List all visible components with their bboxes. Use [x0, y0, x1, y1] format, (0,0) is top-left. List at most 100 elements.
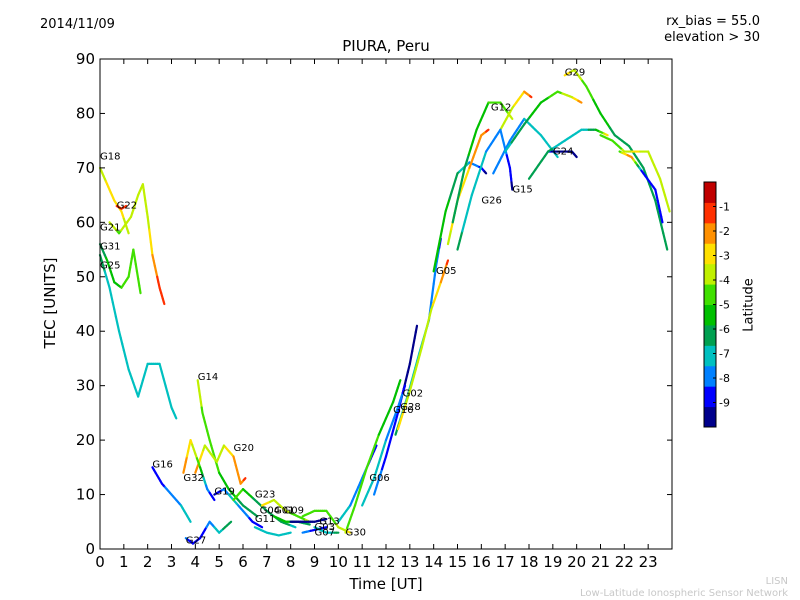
- series-point: [116, 322, 121, 333]
- series-g28: [372, 324, 419, 496]
- series-point: [398, 415, 403, 424]
- series-g14: [196, 379, 259, 518]
- x-tick-label: 9: [310, 553, 320, 571]
- y-tick-label: 70: [76, 159, 95, 177]
- series-g23: [232, 488, 297, 529]
- sat-label-g32: G32: [183, 473, 203, 484]
- series-point: [406, 390, 411, 399]
- series-g01: [260, 498, 311, 523]
- series-point: [578, 100, 583, 104]
- series-g07: [313, 526, 340, 534]
- series-point: [457, 184, 462, 197]
- series-g25: [98, 253, 178, 420]
- series-g27: [184, 520, 233, 545]
- series-point: [431, 282, 435, 295]
- series-point: [380, 445, 386, 454]
- series-g32: [182, 439, 216, 502]
- series-point: [227, 520, 233, 525]
- series-point: [454, 172, 459, 181]
- series-point: [452, 178, 457, 188]
- x-tick-label: 8: [286, 553, 296, 571]
- series-point: [444, 203, 449, 213]
- x-tick-label: 1: [119, 553, 129, 571]
- colorbar-tick-label: -5: [719, 299, 730, 312]
- series-point: [432, 260, 437, 273]
- sat-label-g18: G18: [100, 152, 120, 163]
- x-tick-label: 4: [191, 553, 201, 571]
- y-tick-label: 20: [76, 431, 95, 449]
- sat-label-g05: G05: [436, 266, 456, 277]
- date-label: 2014/11/09: [40, 17, 115, 32]
- colorbar-band: [704, 284, 716, 305]
- sat-label-g23: G23: [255, 489, 275, 500]
- sat-label-g12: G12: [491, 103, 511, 114]
- x-tick-label: 23: [639, 553, 658, 571]
- series-point: [347, 530, 352, 534]
- series-point: [442, 210, 447, 223]
- series-point: [448, 191, 453, 200]
- x-tick-label: 3: [167, 553, 177, 571]
- colorbar-band: [704, 345, 716, 367]
- series-point: [509, 115, 514, 120]
- series-g22: [115, 204, 128, 210]
- credit-long: Low-Latitude Ionospheric Sensor Network: [580, 588, 788, 599]
- series-point: [378, 468, 384, 477]
- x-tick-label: 2: [143, 553, 153, 571]
- series-point: [132, 248, 136, 258]
- colorbar-band: [704, 243, 716, 265]
- series-point: [468, 194, 473, 206]
- series-point: [446, 197, 451, 207]
- series-point: [291, 525, 297, 529]
- sat-label-g19: G19: [214, 487, 234, 498]
- series-point: [473, 179, 478, 189]
- series-point: [529, 95, 533, 99]
- series-point: [450, 221, 454, 231]
- sat-label-g04: G04: [260, 506, 280, 517]
- series-g30: [301, 509, 352, 534]
- series-point: [396, 421, 402, 431]
- series-point: [461, 221, 466, 233]
- series-point: [359, 478, 365, 488]
- x-tick-label: 12: [376, 553, 395, 571]
- series-point: [406, 362, 411, 374]
- series-point: [380, 461, 386, 471]
- series-point: [376, 474, 382, 483]
- series-point: [390, 426, 396, 436]
- series-point: [448, 228, 453, 238]
- colorbar-band: [704, 386, 716, 408]
- sat-label-g14: G14: [198, 372, 218, 383]
- series-point: [259, 525, 264, 529]
- series-point: [382, 455, 388, 464]
- series-point: [574, 154, 578, 159]
- sat-label-g11: G11: [255, 514, 275, 525]
- series-g16: [151, 466, 192, 523]
- series-point: [458, 230, 464, 242]
- sat-label-g13: G13: [319, 517, 339, 528]
- x-tick-label: 22: [615, 553, 634, 571]
- series-point: [465, 154, 470, 163]
- series-g12: [451, 101, 514, 224]
- series-point: [378, 451, 384, 461]
- colorbar-tick-label: -4: [719, 274, 730, 287]
- series-point: [134, 262, 139, 273]
- colorbar-band: [704, 365, 716, 387]
- elevation-label: elevation > 30: [664, 30, 760, 45]
- series-point: [414, 360, 419, 371]
- series-point: [355, 491, 361, 501]
- series-point: [404, 396, 409, 405]
- series-point: [133, 255, 137, 266]
- colorbar-tick-label: -8: [719, 372, 730, 385]
- series-point: [162, 300, 166, 306]
- x-tick-label: 13: [400, 553, 419, 571]
- series-point: [463, 212, 469, 224]
- series-point: [212, 497, 216, 502]
- series-point: [416, 353, 421, 364]
- series-point: [353, 497, 359, 507]
- series-point: [410, 375, 415, 385]
- series-point: [253, 513, 259, 518]
- sat-label-g20: G20: [233, 443, 253, 454]
- sat-label-g01: G01: [274, 506, 294, 517]
- sat-label-g25: G25: [100, 261, 120, 272]
- series-point: [432, 273, 436, 286]
